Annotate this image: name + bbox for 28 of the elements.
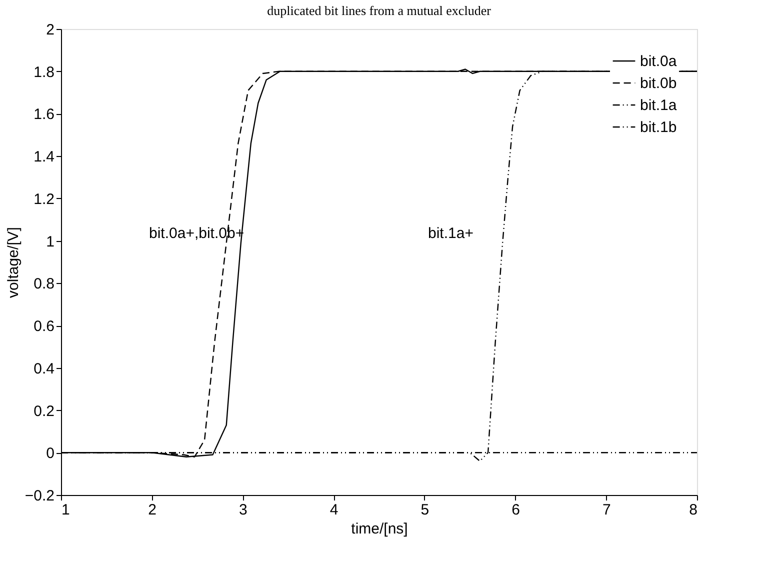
y-tick-label: 1.2 bbox=[34, 190, 54, 208]
y-tick-label: 0.8 bbox=[34, 276, 54, 293]
x-tick-label: 7 bbox=[602, 502, 611, 518]
legend-label: bit.0a bbox=[640, 53, 678, 70]
y-tick-label: 1.4 bbox=[34, 148, 54, 166]
x-tick-label: 5 bbox=[420, 502, 430, 518]
x-axis-title: time/[ns] bbox=[351, 520, 408, 538]
y-tick-label: 1 bbox=[46, 233, 54, 250]
x-tick-label: 1 bbox=[62, 502, 70, 518]
x-tick-label: 4 bbox=[330, 502, 338, 518]
legend-label: bit.1a bbox=[640, 97, 678, 114]
y-tick-label: 0.2 bbox=[34, 402, 54, 420]
annotation: bit.1a+ bbox=[428, 225, 474, 242]
y-tick-label: 0 bbox=[46, 445, 54, 462]
x-tick-label: 8 bbox=[689, 502, 698, 518]
y-axis-title: voltage/[V] bbox=[4, 227, 22, 298]
x-tick-label: 3 bbox=[239, 502, 248, 518]
legend-label: bit.0b bbox=[640, 75, 677, 92]
x-tick-label: 6 bbox=[512, 502, 520, 518]
x-tick-label: 2 bbox=[148, 502, 157, 518]
y-tick-label: −0.2 bbox=[24, 488, 54, 504]
y-tick-label: 0.6 bbox=[34, 318, 54, 336]
y-tick-label: 1.8 bbox=[34, 64, 54, 81]
y-tick-label: 0.4 bbox=[34, 360, 54, 378]
legend-label: bit.1b bbox=[640, 119, 677, 136]
chart-title: duplicated bit lines from a mutual excluder bbox=[267, 3, 492, 18]
y-tick-label: 1.6 bbox=[34, 106, 54, 124]
y-tick-label: 2 bbox=[46, 22, 54, 38]
